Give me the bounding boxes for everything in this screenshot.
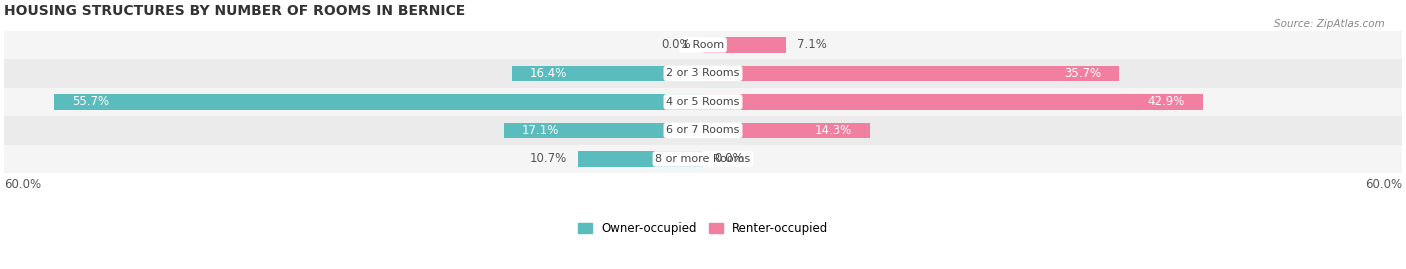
Text: 55.7%: 55.7% (72, 95, 108, 108)
Bar (55, 94, 703, 110)
Text: 6 or 7 Rooms: 6 or 7 Rooms (666, 125, 740, 135)
Bar (4, 59, 1402, 88)
Bar (703, 66, 1119, 81)
Legend: Owner-occupied, Renter-occupied: Owner-occupied, Renter-occupied (572, 217, 834, 240)
Bar (703, 94, 1202, 110)
Text: 35.7%: 35.7% (1064, 67, 1101, 80)
Bar (4, 88, 1402, 116)
Bar (503, 123, 703, 138)
Text: 4 or 5 Rooms: 4 or 5 Rooms (666, 97, 740, 107)
Bar (4, 31, 1402, 59)
Bar (703, 37, 786, 53)
Bar (4, 116, 1402, 145)
Text: 60.0%: 60.0% (1365, 178, 1402, 190)
Text: 2 or 3 Rooms: 2 or 3 Rooms (666, 68, 740, 78)
Text: 7.1%: 7.1% (797, 38, 827, 51)
Text: Source: ZipAtlas.com: Source: ZipAtlas.com (1274, 19, 1385, 29)
Text: 60.0%: 60.0% (4, 178, 41, 190)
Text: 10.7%: 10.7% (530, 153, 567, 165)
Bar (512, 66, 703, 81)
Bar (703, 123, 869, 138)
Text: 1 Room: 1 Room (682, 40, 724, 50)
Text: 42.9%: 42.9% (1147, 95, 1185, 108)
Text: 0.0%: 0.0% (662, 38, 692, 51)
Text: 0.0%: 0.0% (714, 153, 744, 165)
Text: 8 or more Rooms: 8 or more Rooms (655, 154, 751, 164)
Text: 17.1%: 17.1% (522, 124, 558, 137)
Text: 14.3%: 14.3% (815, 124, 852, 137)
Bar (4, 145, 1402, 173)
Bar (578, 151, 703, 167)
Text: 16.4%: 16.4% (530, 67, 567, 80)
Text: HOUSING STRUCTURES BY NUMBER OF ROOMS IN BERNICE: HOUSING STRUCTURES BY NUMBER OF ROOMS IN… (4, 4, 465, 18)
